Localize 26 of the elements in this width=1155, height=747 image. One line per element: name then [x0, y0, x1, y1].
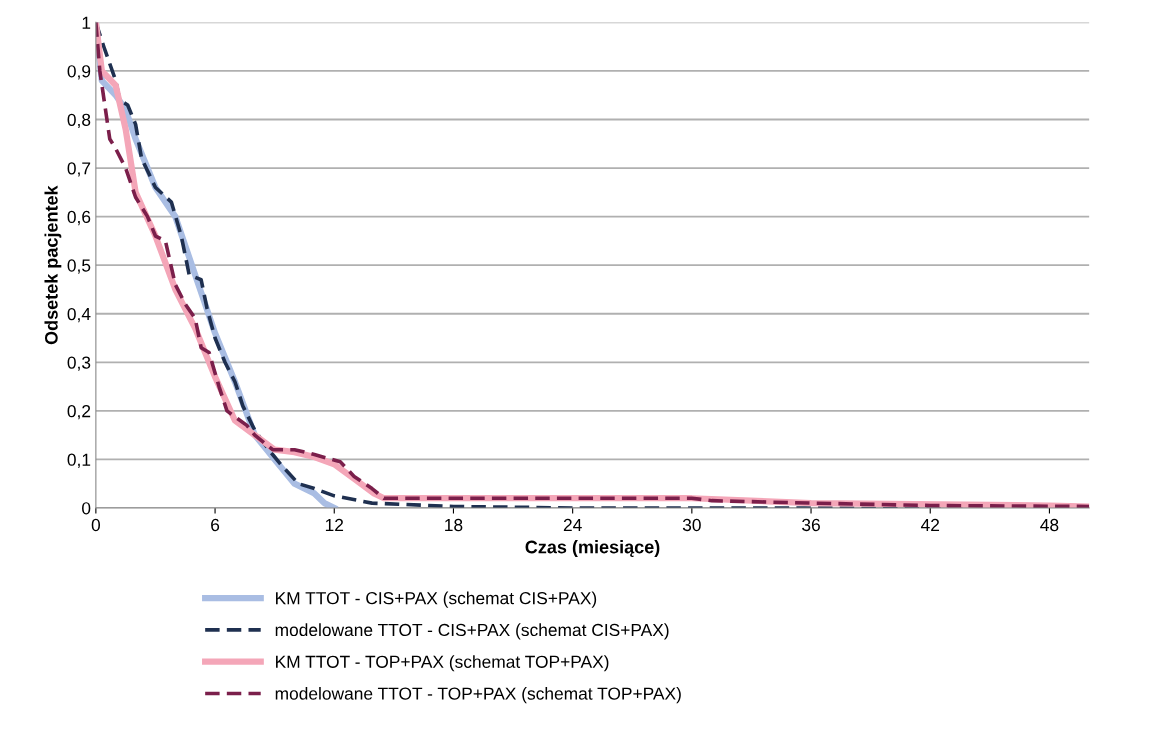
- y-tick-label: 0,6: [67, 210, 91, 226]
- x-tick-label: 0: [91, 518, 101, 532]
- x-tick-label: 48: [1040, 518, 1059, 532]
- x-tick-label: 36: [802, 518, 820, 532]
- y-axis-title: Odsetek pacjentek: [44, 185, 62, 345]
- legend-label: modelowane TTOT - CIS+PAX (schemat CIS+PAX): [275, 623, 669, 640]
- legend-label: KM TTOT - TOP+PAX (schemat TOP+PAX): [276, 655, 609, 672]
- y-tick-label: 0,8: [67, 113, 91, 129]
- x-axis-title: Czas (miesiące): [525, 540, 660, 557]
- y-tick-label: 0,4: [67, 307, 91, 323]
- x-tick-label: 12: [325, 518, 344, 531]
- y-tick-label: 0,5: [67, 259, 91, 274]
- y-tick-label: 0,2: [67, 405, 91, 420]
- x-tick-label: 42: [920, 518, 940, 531]
- x-tick-label: 18: [445, 518, 463, 532]
- y-tick-label: 1: [82, 16, 91, 29]
- y-tick-label: 0,7: [67, 162, 91, 177]
- legend-label: modelowane TTOT - TOP+PAX (schemat TOP+PAX): [275, 686, 681, 704]
- x-tick-label: 24: [563, 518, 582, 531]
- y-tick-label: 0,9: [67, 65, 91, 80]
- y-tick-label: 0: [82, 502, 91, 515]
- y-tick-label: 0,1: [67, 453, 91, 468]
- y-tick-label: 0,3: [67, 356, 91, 371]
- x-tick-label: 6: [211, 518, 220, 532]
- x-tick-label: 30: [682, 518, 701, 532]
- legend-label: KM TTOT - CIS+PAX (schemat CIS+PAX): [276, 591, 597, 608]
